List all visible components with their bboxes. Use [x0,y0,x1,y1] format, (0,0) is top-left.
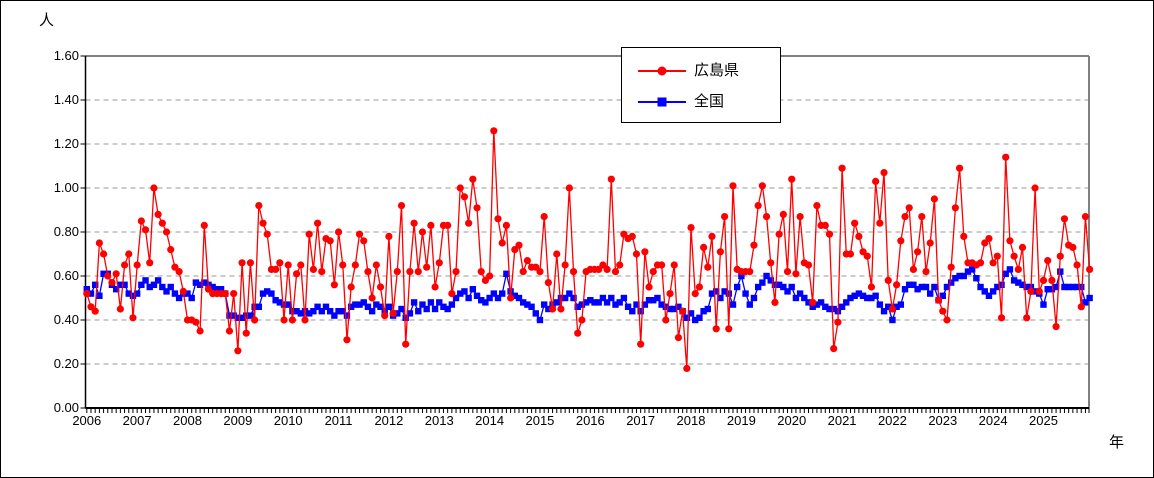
legend: 広島県 全国 [621,47,781,123]
x-tick-label: 2006 [72,413,102,428]
y-tick-label: 1.60 [53,48,79,63]
x-tick-label: 2023 [928,413,958,428]
x-tick-label: 2012 [374,413,404,428]
x-tick-label: 2021 [827,413,857,428]
y-tick-label: 1.00 [53,180,79,195]
y-tick-label: 0.40 [53,312,79,327]
x-tick-label: 2017 [626,413,656,428]
x-tick-label: 2022 [877,413,907,428]
x-tick-label: 2010 [273,413,303,428]
x-tick-label: 2019 [726,413,756,428]
x-tick-label: 2020 [777,413,807,428]
x-tick-label: 2008 [173,413,202,428]
legend-label-hiroshima: 広島県 [694,62,740,79]
legend-item-hiroshima: 広島県 [638,59,780,81]
y-tick-label: 0.20 [53,356,79,371]
legend-item-national: 全国 [638,90,780,112]
x-tick-label: 2025 [1029,413,1058,428]
y-tick-label: 1.40 [53,92,79,107]
y-tick-label: 1.20 [53,136,79,151]
x-tick-label: 2024 [978,413,1008,428]
y-axis-unit-label: 人 [39,12,55,29]
red-circle-marker-icon [638,64,686,76]
x-tick-label: 2014 [475,413,505,428]
legend-label-national: 全国 [694,93,725,110]
y-tick-label: 0.80 [53,224,79,239]
x-tick-label: 2007 [122,413,152,428]
x-axis-unit-label: 年 [1109,434,1125,451]
y-tick-label: 0.60 [53,268,79,283]
x-tick-label: 2009 [223,413,253,428]
x-tick-label: 2015 [525,413,555,428]
x-tick-label: 2018 [676,413,706,428]
x-tick-label: 2016 [575,413,605,428]
blue-square-marker-icon [638,95,686,107]
x-tick-label: 2013 [424,413,454,428]
y-tick-label: 0.00 [53,400,79,415]
x-tick-label: 2011 [324,413,353,428]
